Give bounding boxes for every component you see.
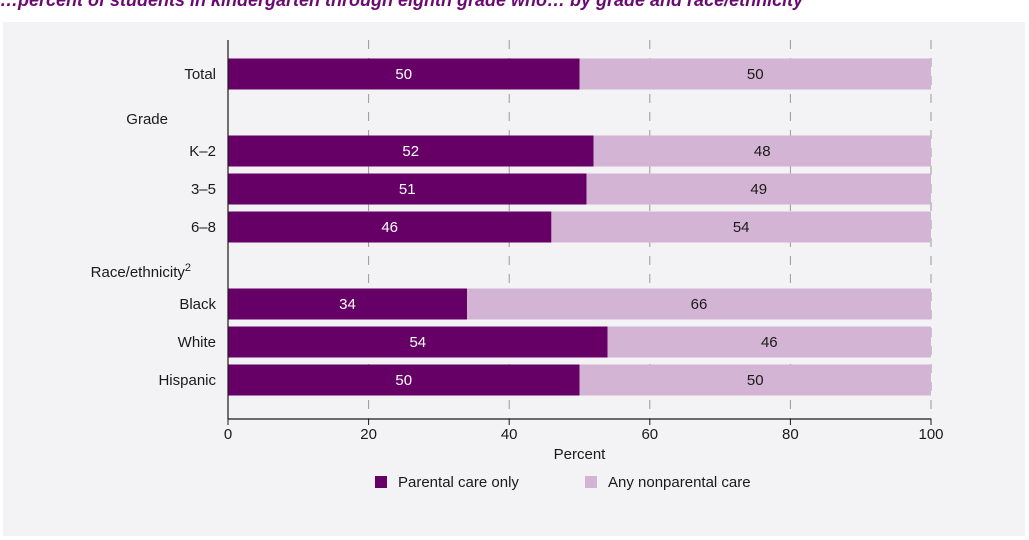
category-label: 3–5 [191, 181, 216, 198]
x-tick-label: 80 [782, 426, 799, 443]
bar-segment-nonparental [579, 364, 931, 396]
chart-title-strip: …percent of students in kindergarten thr… [0, 0, 1029, 22]
category-label: 6–8 [191, 219, 216, 236]
x-tick-label: 60 [641, 426, 658, 443]
x-tick-label: 40 [501, 426, 518, 443]
chart-title: …percent of students in kindergarten thr… [0, 0, 804, 10]
data-label: 50 [395, 66, 412, 83]
legend-label: Any nonparental care [608, 474, 751, 491]
data-label: 54 [409, 334, 426, 351]
bar-segment-nonparental [579, 58, 931, 90]
data-label: 52 [402, 143, 419, 160]
x-tick-label: 0 [224, 426, 232, 443]
bar-segment-parental [228, 58, 580, 90]
category-label: Total [184, 66, 216, 83]
bar-segment-parental [228, 288, 468, 320]
bar-segment-nonparental [607, 326, 931, 358]
x-tick-label: 20 [360, 426, 377, 443]
group-label: Grade [126, 111, 168, 128]
category-label: White [178, 334, 216, 351]
category-label: Black [179, 296, 216, 313]
data-label: 50 [747, 372, 764, 389]
legend-swatch [585, 476, 597, 488]
data-label: 54 [733, 219, 750, 236]
data-label: 51 [399, 181, 416, 198]
legend-label: Parental care only [398, 474, 519, 491]
x-axis-title: Percent [554, 446, 607, 463]
bar-segment-nonparental [586, 173, 931, 205]
bar-segment-parental [228, 326, 608, 358]
group-label: Race/ethnicity2 [91, 262, 191, 281]
footnote-marker: 2 [185, 262, 191, 274]
chart-panel: Total 50 50 Grade K–2 52 48 3–5 51 49 6–8 46 54 Race/… [3, 22, 1025, 536]
bar-segment-nonparental [467, 288, 931, 320]
legend-swatch [375, 476, 387, 488]
bar-segment-nonparental [551, 211, 931, 243]
data-label: 66 [691, 296, 708, 313]
data-label: 46 [381, 219, 398, 236]
bar-segment-nonparental [593, 135, 931, 167]
data-label: 50 [395, 372, 412, 389]
category-label: Hispanic [158, 372, 216, 389]
data-label: 34 [339, 296, 356, 313]
data-label: 50 [747, 66, 764, 83]
bar-segment-parental [228, 135, 594, 167]
bar-segment-parental [228, 173, 587, 205]
x-tick-label: 100 [918, 426, 943, 443]
data-label: 48 [754, 143, 771, 160]
stacked-bar-chart: Total 50 50 Grade K–2 52 48 3–5 51 49 6–8 46 54 Race/… [91, 40, 944, 491]
data-label: 49 [750, 181, 767, 198]
category-label: K–2 [189, 143, 216, 160]
bar-segment-parental [228, 364, 580, 396]
bar-segment-parental [228, 211, 552, 243]
data-label: 46 [761, 334, 778, 351]
